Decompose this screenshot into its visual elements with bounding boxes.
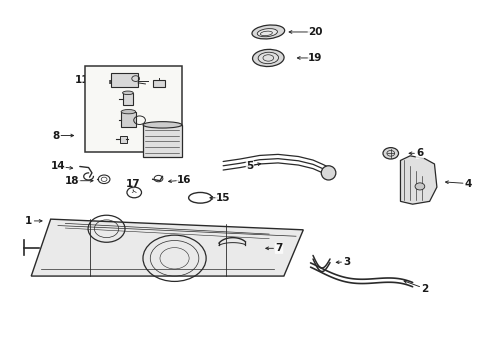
Text: 17: 17 [126, 179, 141, 189]
Ellipse shape [252, 49, 284, 67]
Text: 12: 12 [160, 79, 174, 89]
Bar [153, 80, 165, 87]
Text: 8: 8 [52, 131, 59, 140]
Text: 3: 3 [343, 257, 351, 267]
Text: 6: 6 [416, 148, 423, 158]
Text: 13: 13 [85, 138, 99, 148]
Text: 5: 5 [246, 161, 253, 171]
Text: 20: 20 [308, 27, 323, 37]
Ellipse shape [258, 52, 278, 64]
Ellipse shape [257, 28, 277, 37]
Bar [122, 93, 133, 105]
Text: 9: 9 [93, 100, 100, 110]
Ellipse shape [252, 25, 285, 39]
Ellipse shape [121, 109, 136, 114]
Bar [85, 66, 182, 152]
Bar [143, 125, 182, 157]
Text: 14: 14 [50, 162, 65, 171]
Circle shape [383, 148, 398, 159]
Polygon shape [31, 219, 303, 276]
Ellipse shape [321, 166, 336, 180]
Text: 1: 1 [25, 216, 32, 226]
Text: 11: 11 [75, 75, 90, 85]
Text: 18: 18 [65, 176, 80, 186]
Text: 16: 16 [177, 175, 192, 185]
Text: 19: 19 [308, 53, 322, 63]
Text: 2: 2 [421, 284, 428, 293]
Ellipse shape [143, 122, 182, 128]
Text: 4: 4 [465, 179, 472, 189]
Bar [121, 112, 136, 127]
Polygon shape [400, 156, 437, 204]
Text: 15: 15 [216, 193, 230, 203]
Ellipse shape [122, 91, 133, 95]
Text: 7: 7 [275, 243, 283, 253]
Bar [111, 73, 138, 87]
Circle shape [415, 183, 425, 190]
Text: 10: 10 [87, 118, 101, 128]
Bar [120, 136, 127, 143]
